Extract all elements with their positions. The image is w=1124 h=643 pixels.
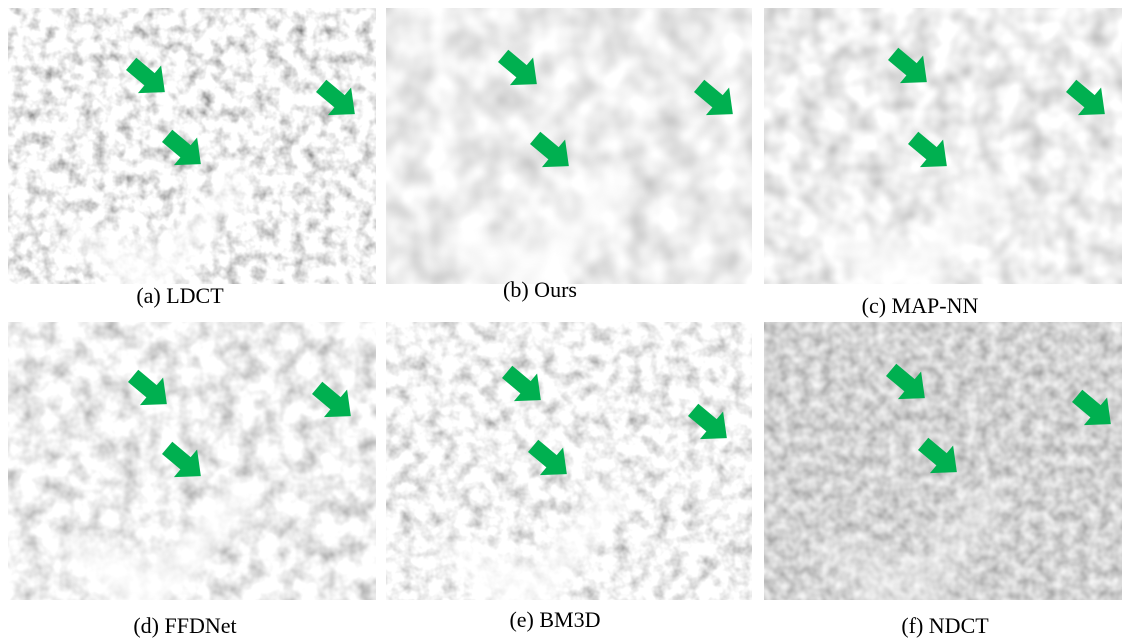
image-panel [8, 322, 376, 610]
caption: (b) Ours [503, 277, 577, 302]
image-panel [764, 8, 1122, 294]
image-panel [386, 8, 752, 294]
figure: (a) LDCT (b) Ours (c) MAP-NN (d) FFDNet (e) … [0, 0, 1124, 643]
image-panel [386, 322, 752, 610]
caption: (e) BM3D [509, 607, 600, 632]
caption: (c) MAP-NN [862, 293, 979, 318]
caption: (f) NDCT [901, 613, 989, 638]
caption: (d) FFDNet [133, 613, 236, 638]
image-panel [8, 8, 376, 294]
caption: (a) LDCT [136, 283, 224, 308]
image-panel [764, 322, 1122, 610]
